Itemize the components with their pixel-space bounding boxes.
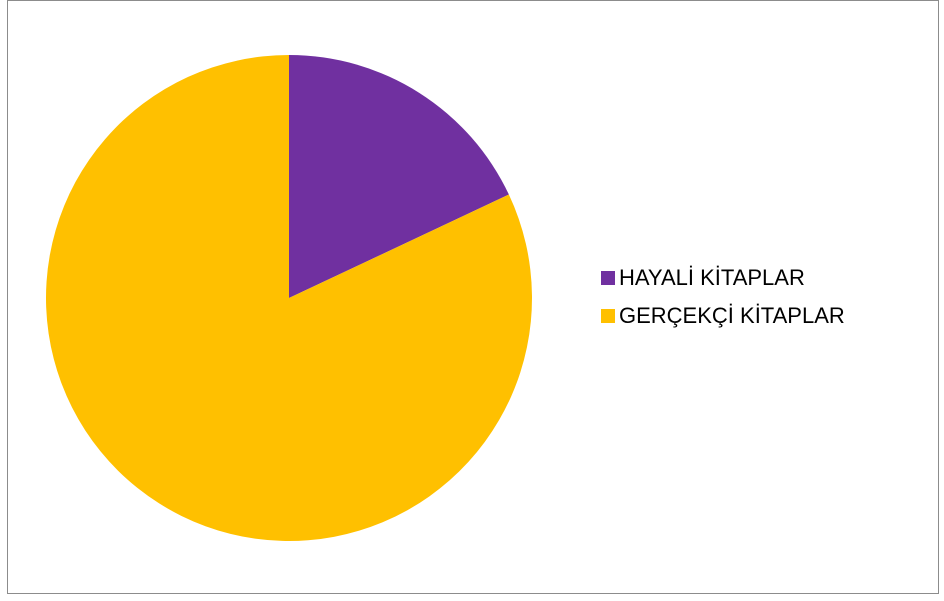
chart-area: HAYALİ KİTAPLAR GERÇEKÇİ KİTAPLAR bbox=[7, 0, 939, 594]
legend-item-gercekci: GERÇEKÇİ KİTAPLAR bbox=[601, 297, 845, 335]
pie-chart bbox=[45, 55, 532, 541]
legend: HAYALİ KİTAPLAR GERÇEKÇİ KİTAPLAR bbox=[601, 259, 845, 335]
legend-label-gercekci: GERÇEKÇİ KİTAPLAR bbox=[619, 303, 845, 328]
legend-label-hayali: HAYALİ KİTAPLAR bbox=[619, 265, 805, 290]
legend-swatch-hayali bbox=[601, 271, 615, 285]
legend-swatch-gercekci bbox=[601, 309, 615, 323]
pie-slice-hayali bbox=[289, 55, 509, 298]
legend-item-hayali: HAYALİ KİTAPLAR bbox=[601, 259, 845, 297]
pie-slice-gercekci bbox=[45, 55, 532, 541]
